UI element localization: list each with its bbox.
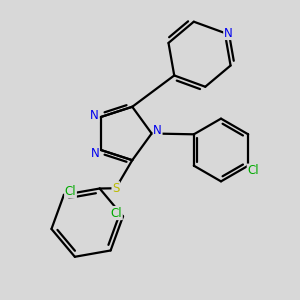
Text: Cl: Cl: [65, 185, 76, 198]
Text: N: N: [90, 109, 99, 122]
Text: N: N: [224, 26, 233, 40]
Text: N: N: [91, 147, 99, 160]
Text: Cl: Cl: [247, 164, 259, 177]
Text: Cl: Cl: [111, 206, 122, 220]
Text: N: N: [153, 124, 162, 137]
Text: S: S: [112, 182, 119, 195]
